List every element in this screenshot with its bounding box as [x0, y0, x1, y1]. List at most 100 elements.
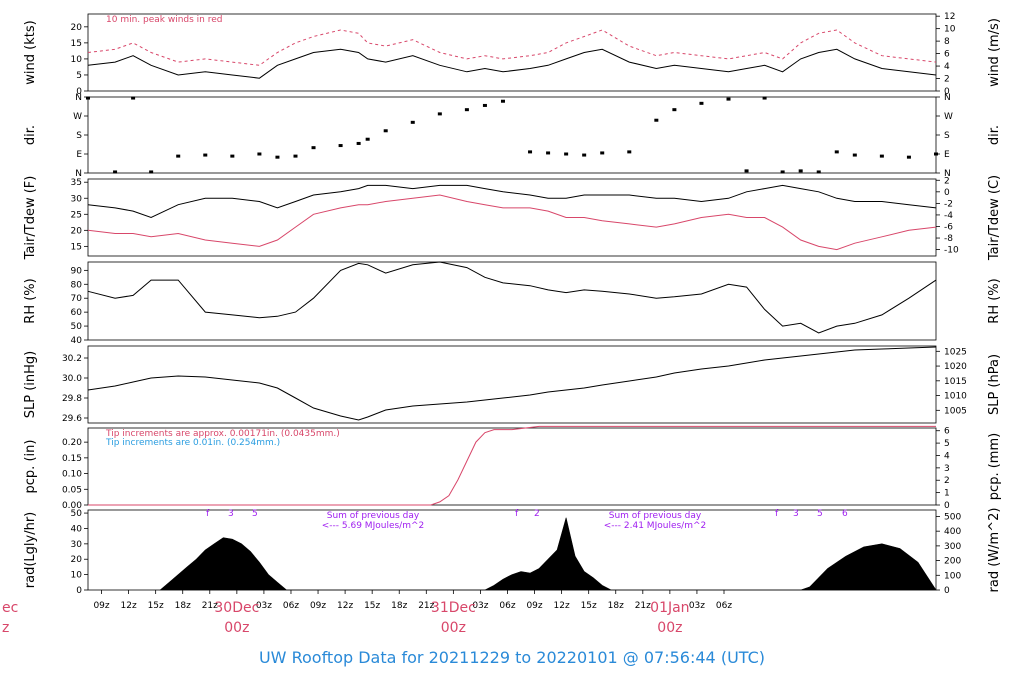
direction-point [464, 108, 469, 112]
radiation-ytick-right-label: 200 [944, 557, 961, 567]
direction-point [654, 118, 659, 122]
temperature-frame [87, 178, 937, 257]
x-tick-label: 12z [121, 601, 137, 611]
direction-ytick-right-label: N [944, 93, 951, 103]
direction-point [149, 170, 154, 174]
direction-point [230, 154, 235, 158]
humidity-ylabel: RH (%) [23, 278, 38, 323]
radiation-ytick-right-label: 0 [944, 586, 950, 596]
rad-marker: 3 [228, 509, 234, 519]
direction-point [176, 154, 181, 158]
x-tick-label: 18z [175, 601, 191, 611]
x-date-label-clipped: ec [2, 600, 18, 616]
temperature-ytick-label: 35 [71, 178, 82, 188]
direction-point [203, 153, 208, 157]
rad-marker: f [775, 509, 779, 519]
temperature-ylabel: Tair/Tdew (F) [23, 176, 38, 261]
radiation-ytick-right-label: 400 [944, 527, 961, 537]
radiation-area [159, 517, 937, 591]
direction-point [798, 169, 803, 173]
direction-point [879, 154, 884, 158]
precipitation-ytick-right-label: 1 [944, 489, 950, 499]
wind-ylabel: wind (kts) [23, 20, 38, 84]
x-date-hour-label: 00z [657, 620, 682, 636]
x-date-hour-label: 00z [224, 620, 249, 636]
humidity-ytick-label: 60 [71, 308, 83, 318]
humidity-ytick-label: 40 [71, 336, 83, 346]
x-tick-label: 12z [337, 601, 353, 611]
direction-point [356, 141, 361, 145]
temperature-ytick-right-label: -4 [944, 211, 953, 221]
direction-point [744, 169, 749, 173]
rad-marker: 3 [793, 509, 799, 519]
precipitation-ytick-right-label: 6 [944, 427, 950, 437]
direction-point [86, 96, 90, 100]
direction-point [311, 146, 316, 150]
radiation-ytick-label: 0 [76, 586, 82, 596]
tip-note-1: Tip increments are approx. 0.00171in. (0… [105, 429, 340, 439]
pressure-ytick-right-label: 1010 [944, 392, 967, 402]
humidity-series [87, 261, 937, 334]
wind-annotation: 10 min. peak winds in red [106, 15, 223, 25]
direction-point [906, 155, 911, 159]
x-tick-label: 06z [283, 601, 299, 611]
x-tick-label: 18z [608, 601, 624, 611]
x-tick-label: 06z [499, 601, 515, 611]
direction-point [564, 152, 569, 156]
direction-ytick-right-label: S [944, 131, 950, 141]
direction-point [113, 170, 118, 174]
sum-note-1-value: <--- 5.69 MJoules/m^2 [322, 521, 424, 531]
direction-point [600, 151, 605, 155]
x-date-label: 30Dec [214, 600, 259, 616]
direction-point [383, 129, 388, 133]
direction-point [410, 120, 415, 124]
wind-ytick-label: 10 [71, 55, 83, 65]
x-tick-label: 03z [472, 601, 488, 611]
direction-point [582, 153, 587, 157]
direction-ytick-label: N [75, 93, 82, 103]
direction-point [672, 108, 677, 112]
direction-point [482, 103, 487, 107]
x-date-label: 01Jan [650, 600, 689, 616]
sum-note-2-title: Sum of previous day [609, 511, 702, 521]
direction-point [762, 96, 767, 100]
sum-note-2-value: <--- 2.41 MJoules/m^2 [604, 521, 706, 531]
direction-point [834, 150, 839, 154]
x-tick-label: 12z [554, 601, 570, 611]
humidity-ytick-label: 70 [71, 294, 83, 304]
direction-point [816, 170, 821, 174]
footer-title: UW Rooftop Data for 20211229 to 20220101… [258, 648, 766, 667]
radiation-ytick-label: 10 [71, 571, 83, 581]
direction-point [338, 144, 343, 148]
direction-ytick-right-label: W [944, 112, 953, 122]
rad-marker: f [515, 509, 519, 519]
direction-frame [87, 96, 937, 174]
temperature-ytick-right-label: 0 [944, 188, 950, 198]
humidity-ytick-label: 50 [71, 322, 83, 332]
x-tick-label: 21z [202, 601, 218, 611]
wind-peak-series [87, 29, 937, 66]
wind-ytick-label: 15 [71, 39, 82, 49]
temperature-ytick-label: 15 [71, 242, 82, 252]
precipitation-ytick-right-label: 3 [944, 464, 950, 474]
radiation-ytick-label: 40 [71, 524, 83, 534]
precipitation-ytick-label: 0.00 [62, 501, 82, 511]
precipitation-ytick-label: 0.05 [62, 485, 82, 495]
x-date-hour-label: 00z [441, 620, 466, 636]
temperature-ytick-right-label: 2 [944, 176, 950, 186]
pressure-ytick-label: 29.8 [62, 394, 82, 404]
x-date-hour-label-clipped: z [2, 620, 9, 636]
direction-point [627, 150, 632, 154]
temperature-ytick-label: 20 [71, 226, 83, 236]
temperature-ytick-right-label: -10 [944, 246, 959, 256]
precipitation-ytick-right-label: 0 [944, 501, 950, 511]
pressure-series [87, 346, 937, 421]
precipitation-ytick-label: 0.20 [62, 438, 82, 448]
direction-point [131, 96, 136, 100]
temperature-ytick-right-label: -2 [944, 199, 953, 209]
precipitation-frame [87, 427, 937, 506]
wind-ytick-label: 5 [76, 71, 82, 81]
pressure-ytick-right-label: 1025 [944, 347, 967, 357]
x-tick-label: 09z [310, 601, 326, 611]
x-tick-label: 18z [391, 601, 407, 611]
